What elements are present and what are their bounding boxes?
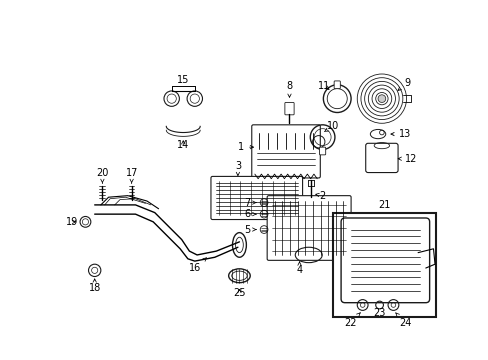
FancyBboxPatch shape xyxy=(266,195,350,260)
Text: 12: 12 xyxy=(397,154,416,164)
Text: 16: 16 xyxy=(188,258,206,273)
Text: 10: 10 xyxy=(324,121,339,131)
Text: 1: 1 xyxy=(238,142,253,152)
FancyBboxPatch shape xyxy=(319,147,325,155)
Text: 23: 23 xyxy=(373,308,385,318)
FancyBboxPatch shape xyxy=(285,103,293,115)
Text: 7: 7 xyxy=(244,198,256,208)
FancyBboxPatch shape xyxy=(210,176,302,220)
Text: 6: 6 xyxy=(244,209,256,219)
Text: 22: 22 xyxy=(344,313,360,328)
Text: 8: 8 xyxy=(286,81,292,97)
Text: 4: 4 xyxy=(296,262,302,275)
Text: 13: 13 xyxy=(390,129,410,139)
Text: 2: 2 xyxy=(315,191,325,201)
Text: 18: 18 xyxy=(88,279,101,293)
Text: 15: 15 xyxy=(177,75,189,85)
Text: 11: 11 xyxy=(317,81,329,91)
FancyBboxPatch shape xyxy=(251,125,320,178)
Text: 3: 3 xyxy=(234,161,241,176)
Text: 19: 19 xyxy=(65,217,78,227)
FancyBboxPatch shape xyxy=(333,81,340,89)
Text: 9: 9 xyxy=(397,78,409,90)
FancyBboxPatch shape xyxy=(333,213,435,316)
Text: 5: 5 xyxy=(244,225,256,235)
Text: 21: 21 xyxy=(377,200,389,210)
Text: 14: 14 xyxy=(177,140,189,150)
Text: 25: 25 xyxy=(233,288,245,298)
Text: 17: 17 xyxy=(125,167,138,183)
Text: 24: 24 xyxy=(395,313,410,328)
FancyBboxPatch shape xyxy=(365,143,397,172)
FancyBboxPatch shape xyxy=(341,218,429,303)
Circle shape xyxy=(377,95,385,103)
Text: 20: 20 xyxy=(96,167,108,183)
